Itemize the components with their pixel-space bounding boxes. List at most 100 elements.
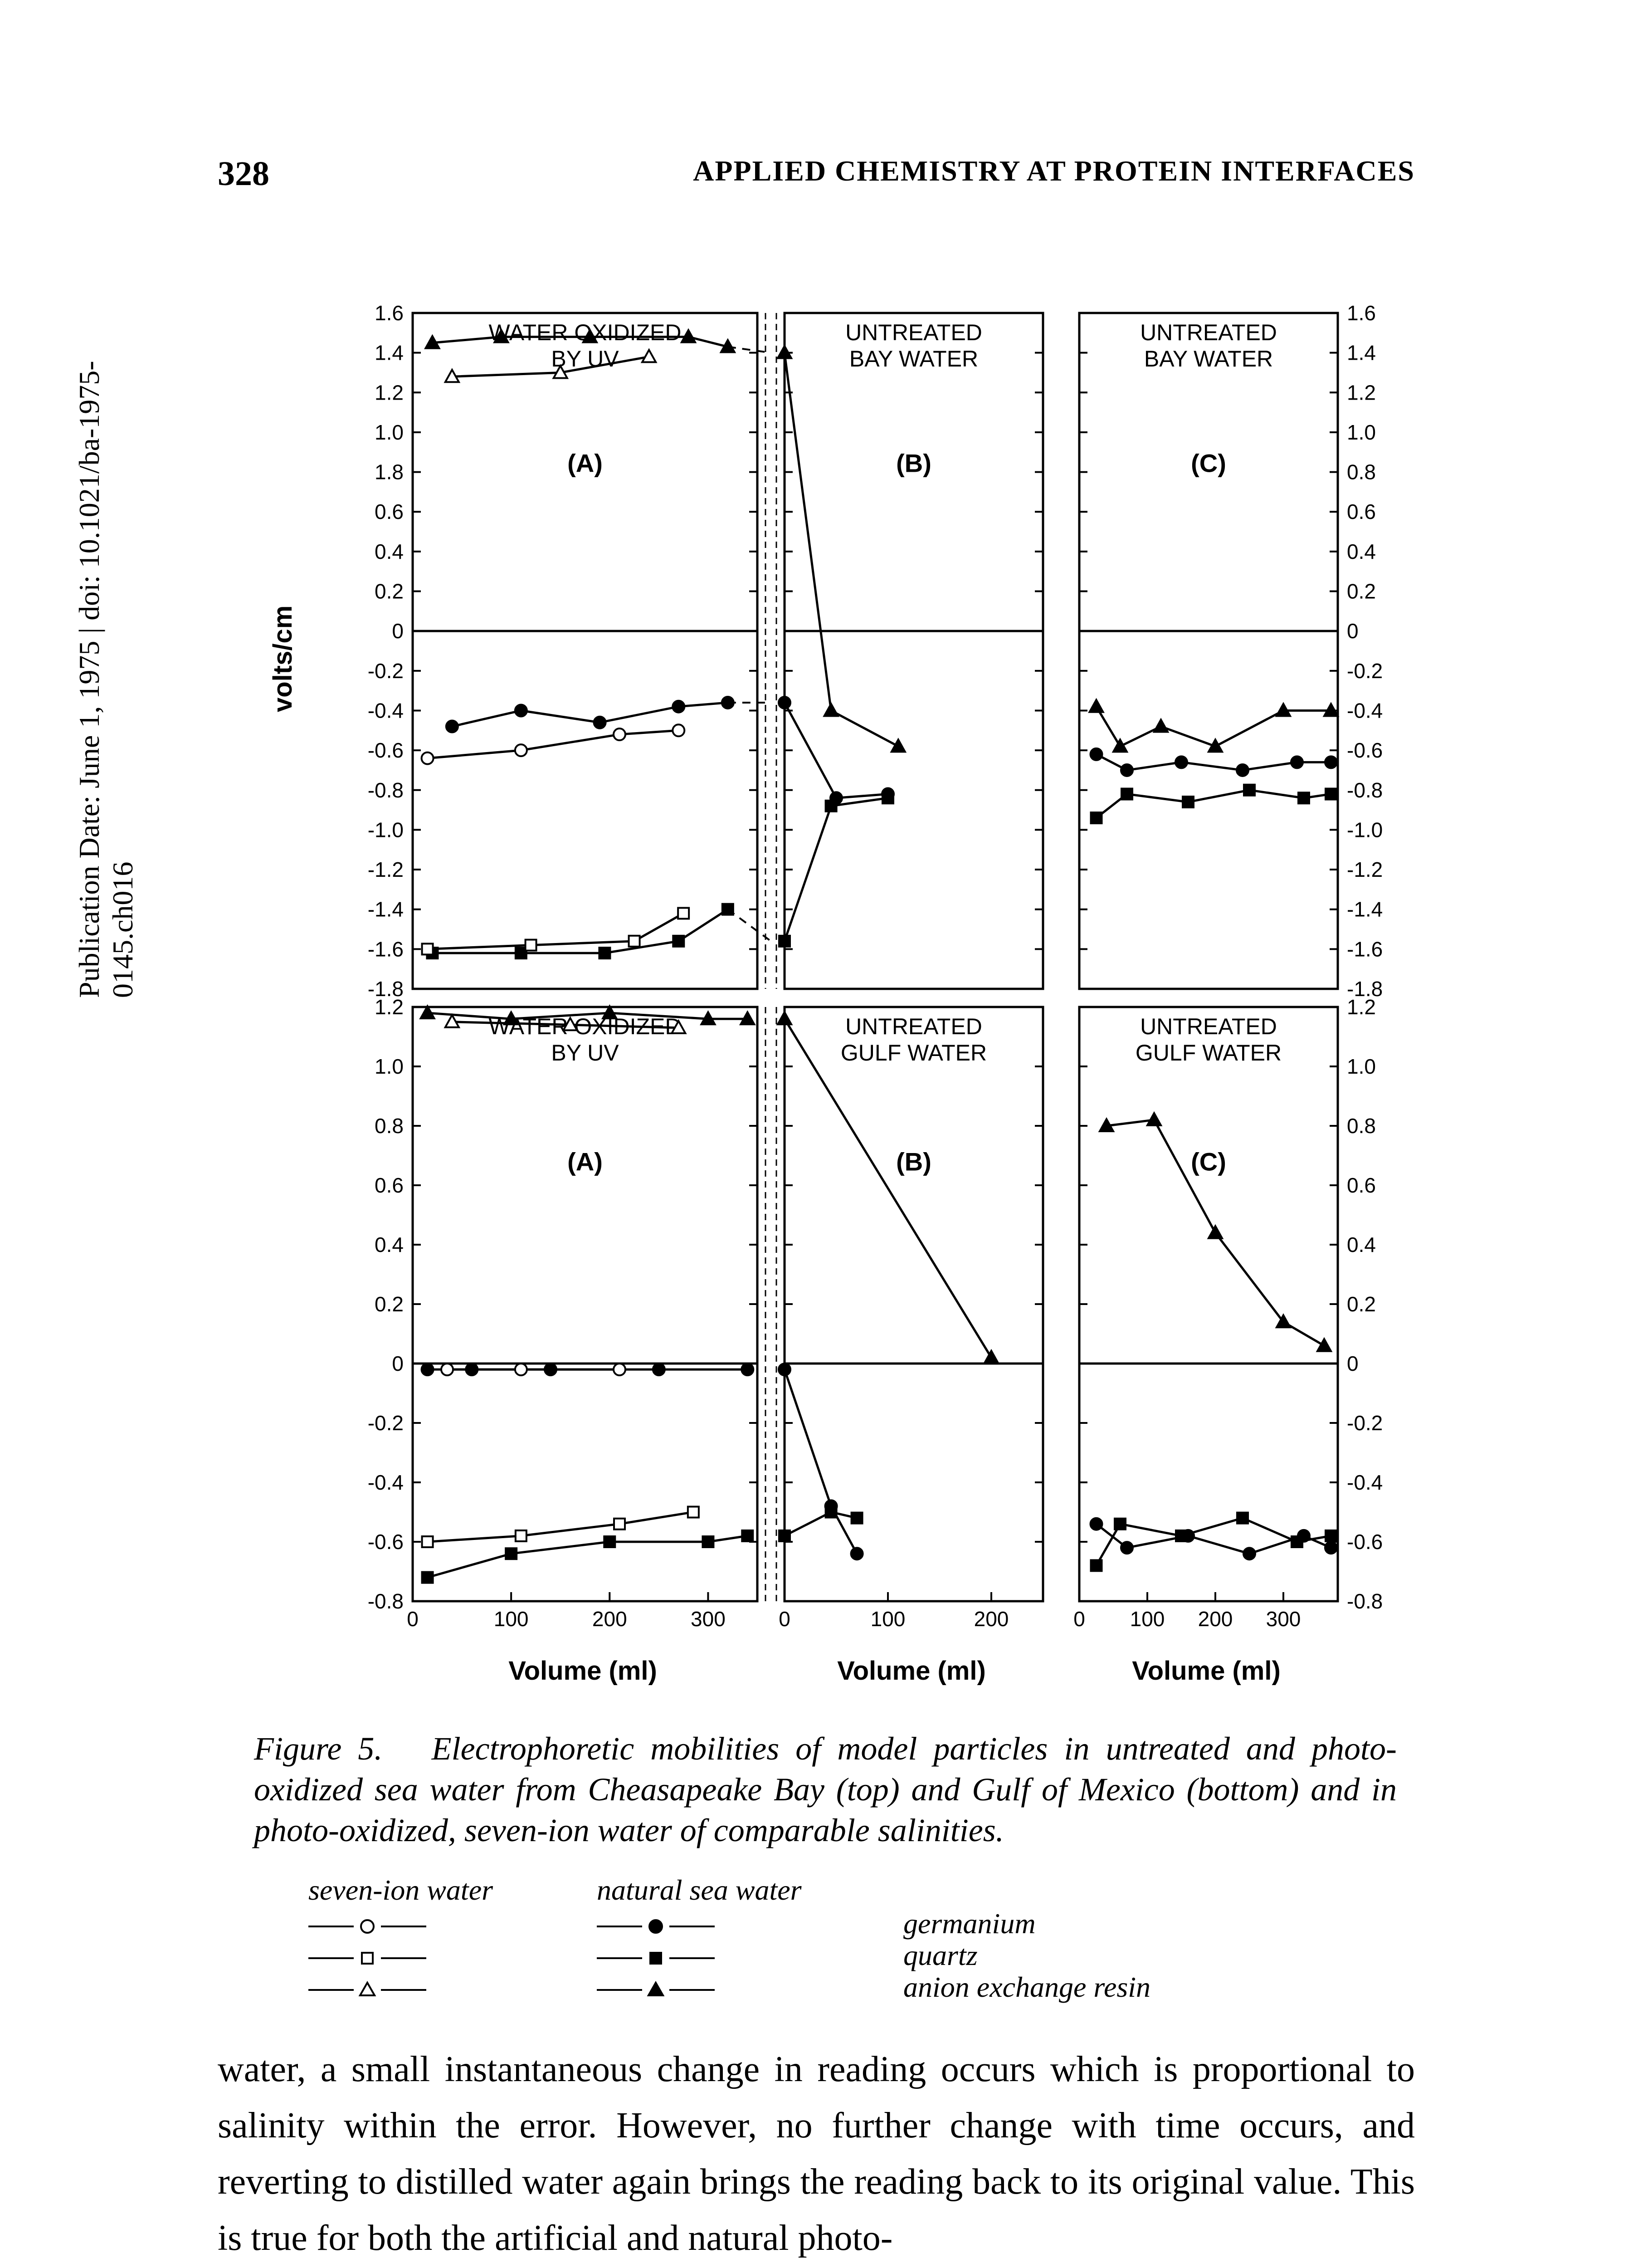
svg-text:UNTREATED: UNTREATED — [1140, 1014, 1277, 1039]
svg-text:-1.2: -1.2 — [1347, 858, 1383, 881]
x-axis-label-c: Volume (ml) — [1075, 1656, 1338, 1686]
figure-5: volts/cm 00.20.40.61.81.01.21.41.6-0.2-0… — [290, 259, 1388, 1706]
svg-text:0.8: 0.8 — [1347, 460, 1376, 484]
svg-text:(C): (C) — [1191, 1147, 1226, 1176]
svg-text:0: 0 — [392, 1352, 404, 1375]
svg-text:-0.4: -0.4 — [368, 699, 404, 722]
svg-text:100: 100 — [494, 1607, 529, 1631]
svg-text:GULF WATER: GULF WATER — [1136, 1040, 1282, 1066]
legend-symbol-open-circle — [308, 1907, 590, 1939]
svg-text:-0.6: -0.6 — [368, 1530, 404, 1554]
svg-text:100: 100 — [1130, 1607, 1165, 1631]
svg-text:-0.6: -0.6 — [1347, 738, 1383, 762]
svg-text:-0.8: -0.8 — [368, 778, 404, 802]
x-axis-label-a: Volume (ml) — [408, 1656, 757, 1686]
svg-text:0.6: 0.6 — [1347, 1173, 1376, 1197]
svg-text:0.6: 0.6 — [1347, 500, 1376, 523]
page: 328 APPLIED CHEMISTRY AT PROTEIN INTERFA… — [218, 154, 1415, 2268]
svg-text:0.6: 0.6 — [375, 500, 404, 523]
svg-text:(A): (A) — [567, 1147, 603, 1176]
legend-symbol-open-triangle — [308, 1970, 590, 2002]
page-number: 328 — [218, 154, 269, 194]
svg-text:1.0: 1.0 — [375, 1055, 404, 1078]
svg-text:-1.6: -1.6 — [368, 937, 404, 961]
side-citation: Publication Date: June 1, 1975 | doi: 10… — [73, 272, 140, 998]
legend-head-seven-ion: seven-ion water — [308, 1873, 590, 1907]
svg-text:1.6: 1.6 — [1347, 301, 1376, 325]
svg-text:UNTREATED: UNTREATED — [1140, 320, 1277, 345]
svg-text:(C): (C) — [1191, 449, 1226, 478]
svg-text:0.8: 0.8 — [1347, 1114, 1376, 1138]
svg-text:0: 0 — [1347, 1352, 1359, 1375]
legend-symbol-filled-triangle — [597, 1970, 878, 2002]
svg-text:0.4: 0.4 — [375, 1233, 404, 1256]
svg-text:0: 0 — [779, 1607, 790, 1631]
svg-text:1.4: 1.4 — [375, 341, 404, 365]
svg-text:-0.4: -0.4 — [368, 1471, 404, 1494]
svg-text:200: 200 — [1198, 1607, 1233, 1631]
svg-text:0.4: 0.4 — [375, 540, 404, 563]
svg-text:1.4: 1.4 — [1347, 341, 1376, 365]
figure-caption: Figure 5. Electrophoretic mobilities of … — [254, 1728, 1397, 1851]
svg-text:200: 200 — [592, 1607, 627, 1631]
svg-text:0.4: 0.4 — [1347, 540, 1376, 563]
svg-text:0.8: 0.8 — [375, 1114, 404, 1138]
chart-svg: 0 0.2 0.4 0.6 1.8 1.0 1.2 1.4 1.6 -0.2 -0.4 -0.6 -0.… — [290, 259, 1388, 1706]
svg-text:-1.4: -1.4 — [1347, 898, 1383, 921]
svg-text:0: 0 — [392, 619, 404, 643]
svg-text:-1.0: -1.0 — [368, 818, 404, 841]
svg-text:100: 100 — [871, 1607, 906, 1631]
figure-caption-text: Electrophoretic mobilities of model part… — [254, 1730, 1397, 1848]
svg-text:1.8: 1.8 — [375, 460, 404, 484]
svg-text:-0.2: -0.2 — [1347, 659, 1383, 683]
svg-text:-1.2: -1.2 — [368, 858, 404, 881]
figure-label: Figure 5. — [254, 1730, 382, 1767]
svg-text:BAY WATER: BAY WATER — [1144, 346, 1273, 371]
svg-text:-0.2: -0.2 — [1347, 1411, 1383, 1435]
svg-text:-0.4: -0.4 — [1347, 1471, 1383, 1494]
legend-label: anion exchange resin — [903, 1970, 1311, 2002]
svg-text:-0.8: -0.8 — [368, 1589, 404, 1613]
svg-text:0.2: 0.2 — [1347, 1292, 1376, 1316]
svg-text:0.4: 0.4 — [1347, 1233, 1376, 1256]
svg-text:-0.6: -0.6 — [368, 738, 404, 762]
running-head: APPLIED CHEMISTRY AT PROTEIN INTERFACES — [693, 154, 1415, 188]
svg-text:0: 0 — [407, 1607, 419, 1631]
svg-text:0: 0 — [1073, 1607, 1085, 1631]
svg-text:BAY WATER: BAY WATER — [849, 346, 978, 371]
legend-symbol-filled-square — [597, 1939, 878, 1970]
svg-text:-0.6: -0.6 — [1347, 1530, 1383, 1554]
svg-text:-0.2: -0.2 — [368, 659, 404, 683]
svg-text:-0.8: -0.8 — [1347, 1589, 1383, 1613]
svg-text:-0.4: -0.4 — [1347, 699, 1383, 722]
svg-text:UNTREATED: UNTREATED — [845, 320, 982, 345]
svg-text:(B): (B) — [896, 449, 931, 478]
svg-text:0: 0 — [1347, 619, 1359, 643]
svg-text:1.2: 1.2 — [1347, 381, 1376, 404]
svg-text:1.0: 1.0 — [1347, 420, 1376, 444]
svg-text:0.2: 0.2 — [375, 580, 404, 603]
svg-text:1.0: 1.0 — [375, 420, 404, 444]
legend-symbol-filled-circle — [597, 1907, 878, 1939]
svg-text:1.2: 1.2 — [375, 995, 404, 1019]
legend: seven-ion water natural sea water german… — [308, 1873, 1351, 2002]
svg-text:-1.6: -1.6 — [1347, 937, 1383, 961]
legend-label: germanium — [903, 1907, 1311, 1939]
svg-text:0.6: 0.6 — [375, 1173, 404, 1197]
svg-text:300: 300 — [691, 1607, 726, 1631]
svg-text:BY UV: BY UV — [551, 1040, 619, 1066]
svg-text:-0.2: -0.2 — [368, 1411, 404, 1435]
svg-text:1.6: 1.6 — [375, 301, 404, 325]
svg-text:0.2: 0.2 — [375, 1292, 404, 1316]
svg-text:-1.0: -1.0 — [1347, 818, 1383, 841]
legend-symbol-open-square — [308, 1939, 590, 1970]
svg-text:200: 200 — [974, 1607, 1009, 1631]
svg-text:300: 300 — [1266, 1607, 1301, 1631]
svg-text:(A): (A) — [567, 449, 603, 478]
svg-text:-0.8: -0.8 — [1347, 778, 1383, 802]
svg-text:1.0: 1.0 — [1347, 1055, 1376, 1078]
svg-text:UNTREATED: UNTREATED — [845, 1014, 982, 1039]
svg-text:-1.4: -1.4 — [368, 898, 404, 921]
x-axis-label-b: Volume (ml) — [780, 1656, 1043, 1686]
y-axis-label: volts/cm — [268, 606, 298, 712]
